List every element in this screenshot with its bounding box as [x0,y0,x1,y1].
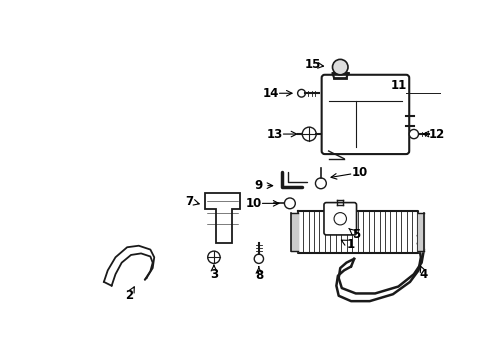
Circle shape [254,254,264,264]
Text: 8: 8 [255,269,263,282]
Text: 2: 2 [125,289,133,302]
Text: 7: 7 [185,194,193,208]
Text: 12: 12 [429,127,445,140]
FancyBboxPatch shape [321,75,409,154]
Circle shape [302,127,316,141]
Text: 5: 5 [352,228,360,240]
Circle shape [333,59,348,75]
Circle shape [409,130,418,139]
Circle shape [285,198,295,209]
Text: 1: 1 [346,238,354,251]
Text: 11: 11 [390,79,407,92]
FancyBboxPatch shape [324,203,357,235]
Text: 15: 15 [305,58,321,71]
Circle shape [297,89,305,97]
Text: 14: 14 [262,87,279,100]
Text: 13: 13 [266,127,283,140]
Text: 4: 4 [420,268,428,281]
Text: 10: 10 [245,197,262,210]
Text: 10: 10 [351,166,368,179]
Polygon shape [205,193,240,243]
Text: 9: 9 [255,179,263,192]
Circle shape [208,251,220,264]
Circle shape [316,178,326,189]
Text: 3: 3 [210,268,218,281]
